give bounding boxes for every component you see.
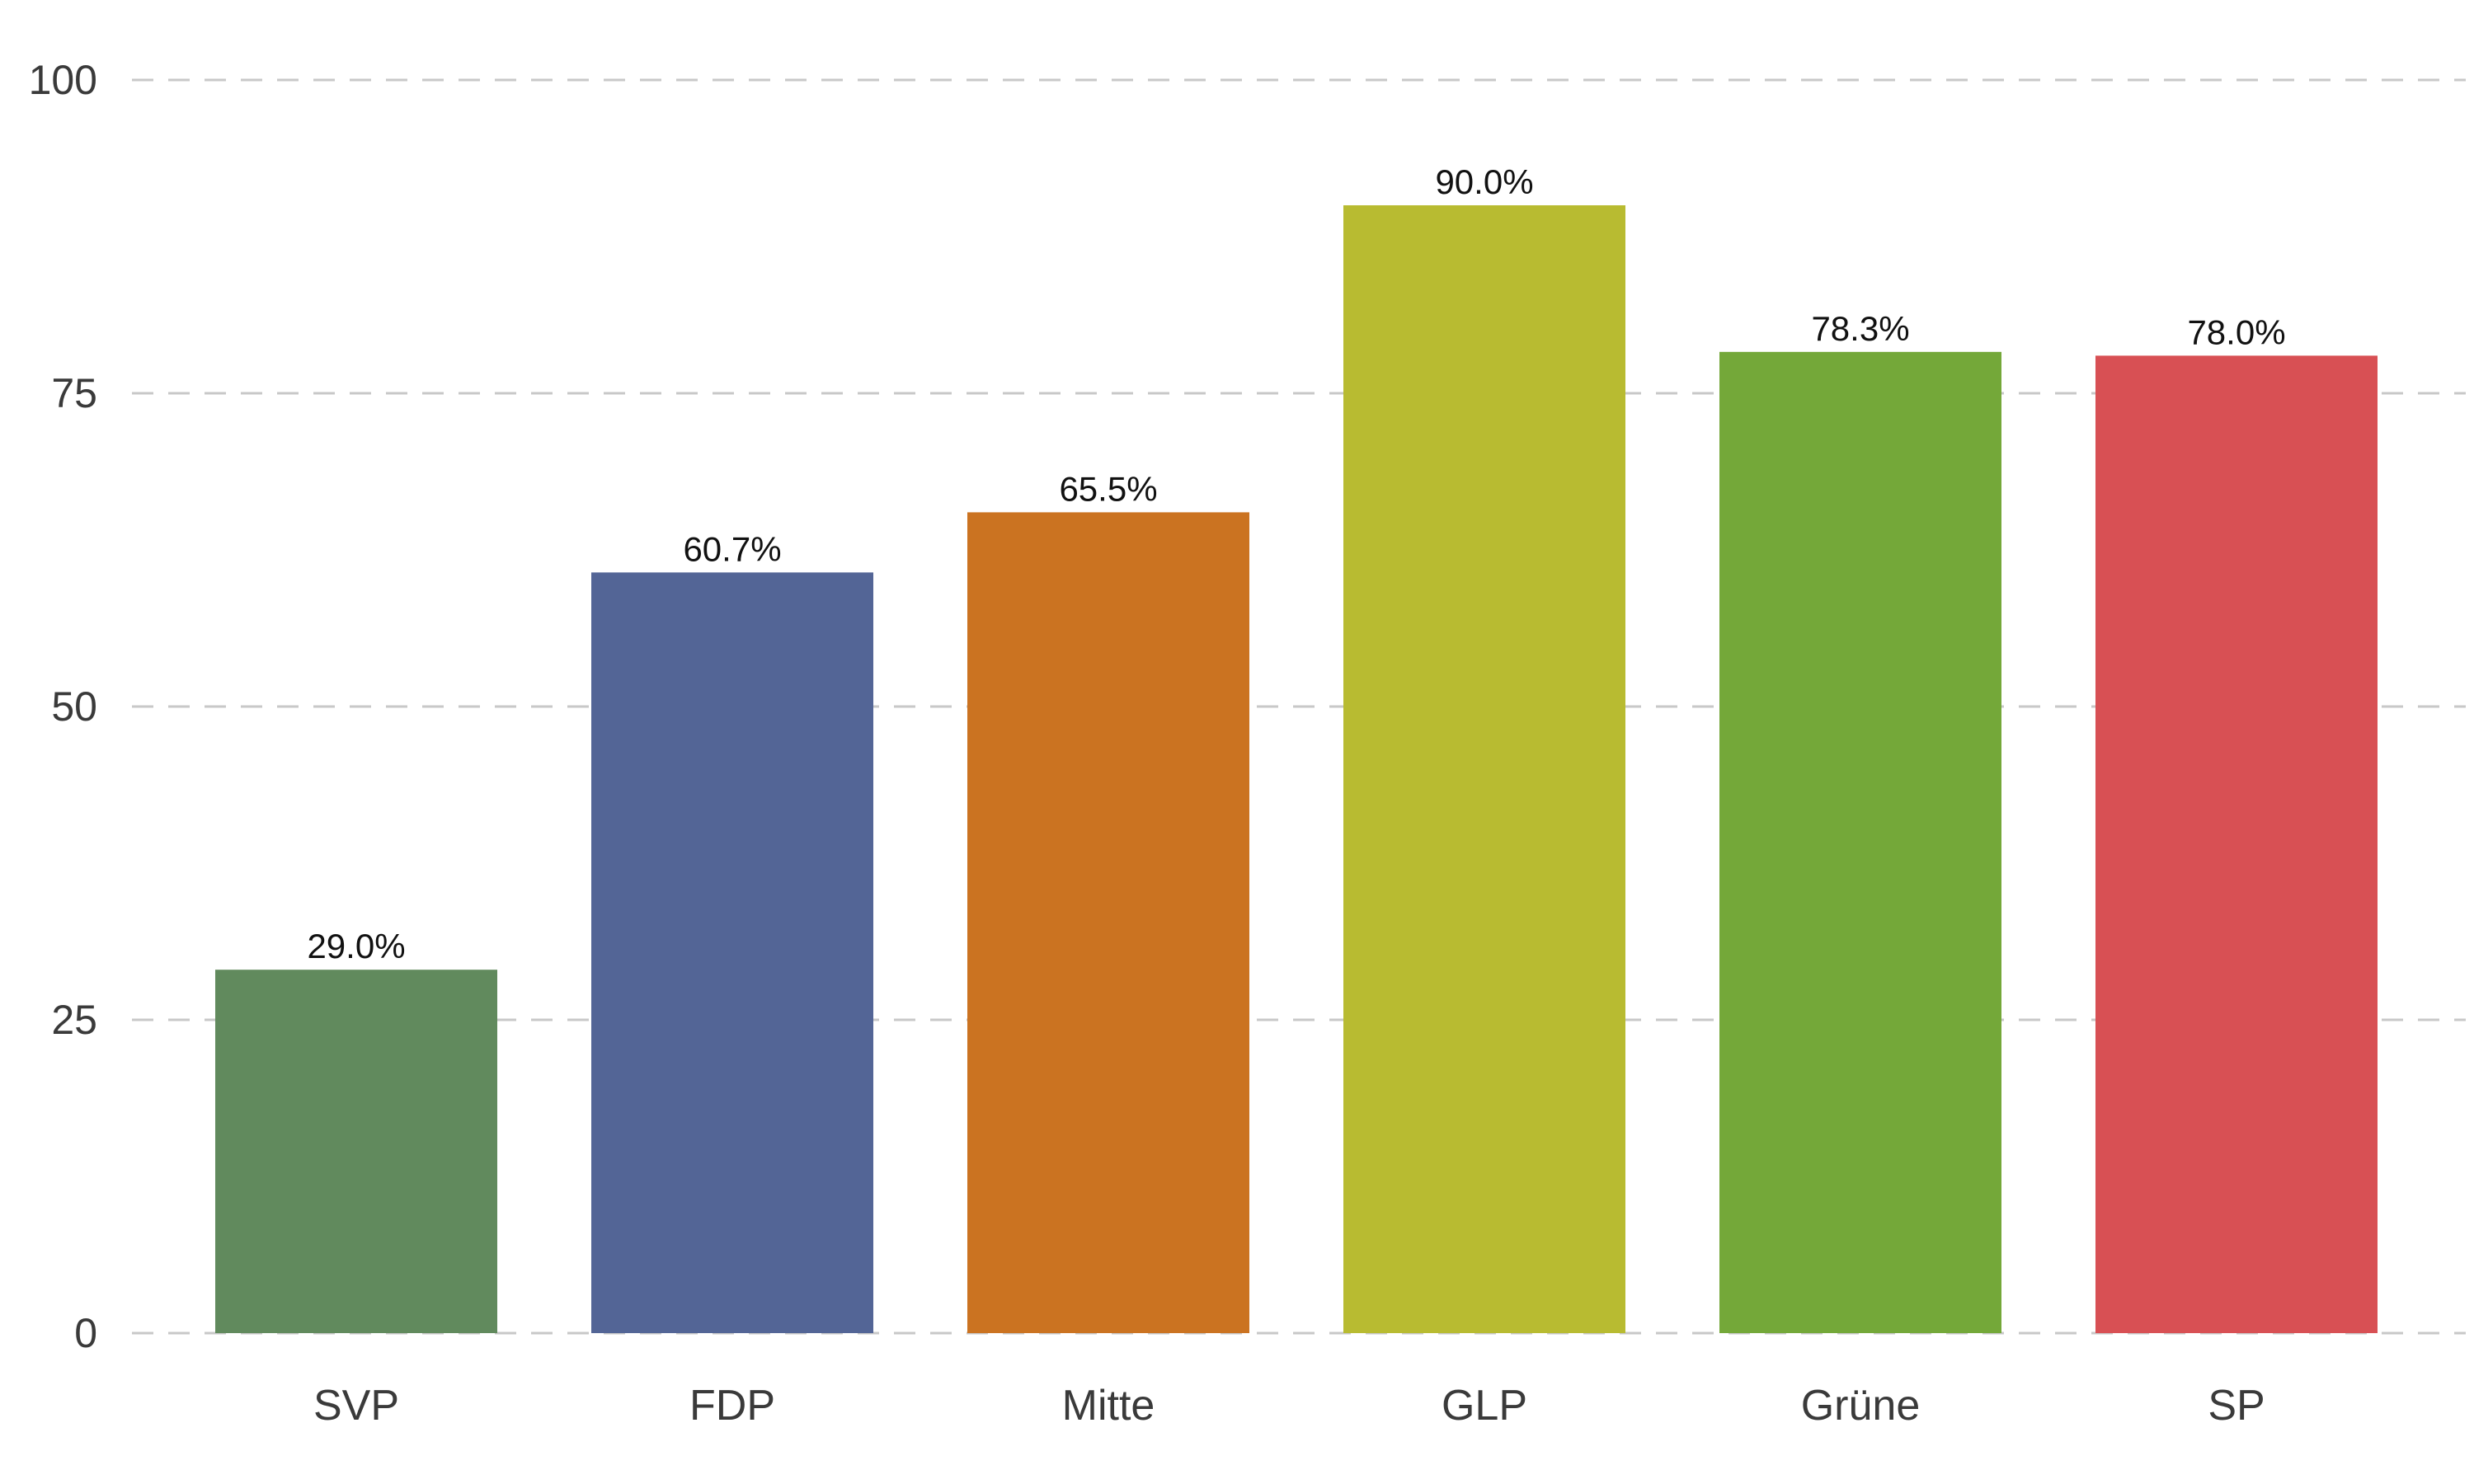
data-label: 60.7% — [683, 529, 781, 568]
y-tick-label: 25 — [51, 997, 97, 1043]
bar-glp — [1343, 205, 1625, 1333]
bar-grüne — [1719, 351, 2001, 1334]
bar-mitte — [967, 512, 1249, 1333]
data-label: 90.0% — [1435, 162, 1533, 201]
bars — [215, 205, 2378, 1334]
gridlines — [132, 78, 2466, 1335]
y-tick-label: 50 — [51, 683, 97, 730]
x-tick-label: GLP — [1442, 1382, 1527, 1430]
x-axis: SVP FDP Mitte GLP Grüne SP — [313, 1382, 2265, 1430]
data-label: 65.5% — [1059, 469, 1157, 508]
y-tick-label: 0 — [74, 1310, 97, 1356]
data-label: 29.0% — [307, 927, 405, 965]
data-label: 78.0% — [2187, 312, 2285, 351]
x-tick-label: SVP — [313, 1382, 399, 1430]
bar-svp — [215, 970, 497, 1333]
data-label: 78.3% — [1811, 309, 1909, 348]
x-tick-label: SP — [2208, 1382, 2265, 1430]
x-tick-label: FDP — [689, 1382, 775, 1430]
bar-fdp — [591, 572, 873, 1333]
data-labels: 29.0% 60.7% 65.5% 90.0% 78.3% 78.0% — [307, 162, 2285, 965]
y-tick-label: 75 — [51, 370, 97, 416]
y-tick-label: 100 — [29, 57, 97, 103]
bar-sp — [2095, 355, 2378, 1333]
x-tick-label: Grüne — [1801, 1382, 1921, 1430]
x-tick-label: Mitte — [1062, 1382, 1155, 1430]
y-axis: 0 25 50 75 100 — [29, 57, 97, 1356]
